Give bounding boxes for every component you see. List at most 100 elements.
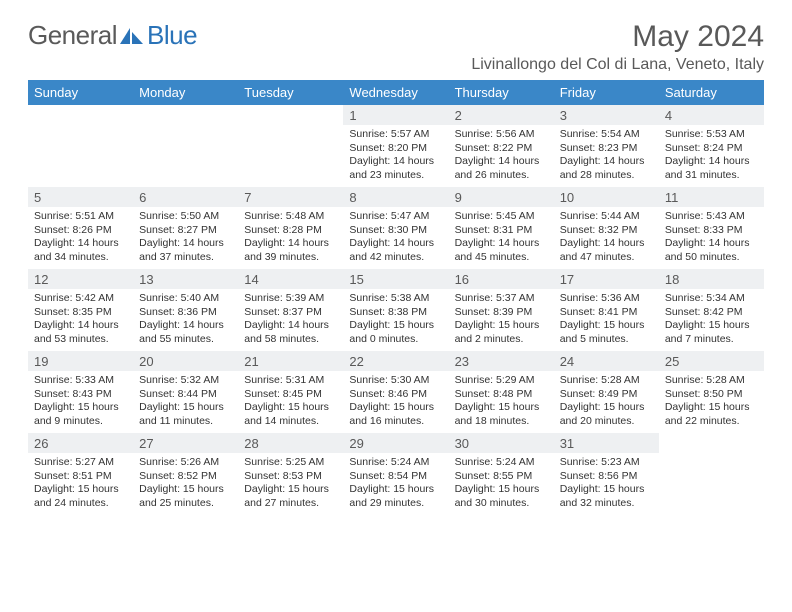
day-cell: 1 (343, 105, 448, 125)
day-detail (28, 125, 133, 187)
day-detail-cell: Sunrise: 5:50 AMSunset: 8:27 PMDaylight:… (133, 207, 238, 269)
day-detail: Sunrise: 5:45 AMSunset: 8:31 PMDaylight:… (449, 207, 554, 269)
logo-text-1: General (28, 20, 117, 51)
day-number (238, 105, 343, 125)
week-2-details: Sunrise: 5:42 AMSunset: 8:35 PMDaylight:… (28, 289, 764, 351)
day-number: 10 (554, 187, 659, 207)
day-detail: Sunrise: 5:31 AMSunset: 8:45 PMDaylight:… (238, 371, 343, 433)
day-number (133, 105, 238, 125)
day-detail-cell: Sunrise: 5:28 AMSunset: 8:49 PMDaylight:… (554, 371, 659, 433)
day-detail: Sunrise: 5:37 AMSunset: 8:39 PMDaylight:… (449, 289, 554, 351)
day-cell: 20 (133, 351, 238, 371)
day-number: 13 (133, 269, 238, 289)
day-detail-cell: Sunrise: 5:25 AMSunset: 8:53 PMDaylight:… (238, 453, 343, 515)
day-cell: 8 (343, 187, 448, 207)
day-detail: Sunrise: 5:44 AMSunset: 8:32 PMDaylight:… (554, 207, 659, 269)
day-number: 9 (449, 187, 554, 207)
day-cell: 22 (343, 351, 448, 371)
day-number: 23 (449, 351, 554, 371)
logo-text-2: Blue (147, 20, 197, 51)
day-detail: Sunrise: 5:32 AMSunset: 8:44 PMDaylight:… (133, 371, 238, 433)
day-detail: Sunrise: 5:36 AMSunset: 8:41 PMDaylight:… (554, 289, 659, 351)
dow-monday: Monday (133, 80, 238, 105)
day-detail: Sunrise: 5:53 AMSunset: 8:24 PMDaylight:… (659, 125, 764, 187)
day-detail-cell: Sunrise: 5:47 AMSunset: 8:30 PMDaylight:… (343, 207, 448, 269)
calendar-body: 1234Sunrise: 5:57 AMSunset: 8:20 PMDayli… (28, 105, 764, 515)
day-number: 8 (343, 187, 448, 207)
day-detail (133, 125, 238, 187)
day-detail: Sunrise: 5:51 AMSunset: 8:26 PMDaylight:… (28, 207, 133, 269)
day-cell (659, 433, 764, 453)
day-detail: Sunrise: 5:42 AMSunset: 8:35 PMDaylight:… (28, 289, 133, 351)
day-detail-cell: Sunrise: 5:26 AMSunset: 8:52 PMDaylight:… (133, 453, 238, 515)
day-detail-cell: Sunrise: 5:31 AMSunset: 8:45 PMDaylight:… (238, 371, 343, 433)
week-0-details: Sunrise: 5:57 AMSunset: 8:20 PMDaylight:… (28, 125, 764, 187)
dow-friday: Friday (554, 80, 659, 105)
calendar: SundayMondayTuesdayWednesdayThursdayFrid… (28, 80, 764, 515)
day-detail-cell: Sunrise: 5:51 AMSunset: 8:26 PMDaylight:… (28, 207, 133, 269)
logo: General Blue (28, 20, 197, 51)
day-number: 1 (343, 105, 448, 125)
week-1-details: Sunrise: 5:51 AMSunset: 8:26 PMDaylight:… (28, 207, 764, 269)
dow-tuesday: Tuesday (238, 80, 343, 105)
dow-wednesday: Wednesday (343, 80, 448, 105)
day-detail-cell: Sunrise: 5:29 AMSunset: 8:48 PMDaylight:… (449, 371, 554, 433)
day-cell: 11 (659, 187, 764, 207)
day-detail (238, 125, 343, 187)
day-detail-cell: Sunrise: 5:24 AMSunset: 8:54 PMDaylight:… (343, 453, 448, 515)
day-detail-cell: Sunrise: 5:38 AMSunset: 8:38 PMDaylight:… (343, 289, 448, 351)
day-detail: Sunrise: 5:28 AMSunset: 8:49 PMDaylight:… (554, 371, 659, 433)
day-cell: 12 (28, 269, 133, 289)
day-detail: Sunrise: 5:29 AMSunset: 8:48 PMDaylight:… (449, 371, 554, 433)
day-number: 11 (659, 187, 764, 207)
week-3-daynums: 19202122232425 (28, 351, 764, 371)
day-detail: Sunrise: 5:48 AMSunset: 8:28 PMDaylight:… (238, 207, 343, 269)
day-detail-cell: Sunrise: 5:56 AMSunset: 8:22 PMDaylight:… (449, 125, 554, 187)
day-number: 7 (238, 187, 343, 207)
day-number: 6 (133, 187, 238, 207)
day-cell (238, 105, 343, 125)
day-number: 26 (28, 433, 133, 453)
day-number: 29 (343, 433, 448, 453)
day-cell: 9 (449, 187, 554, 207)
day-detail: Sunrise: 5:30 AMSunset: 8:46 PMDaylight:… (343, 371, 448, 433)
day-detail-cell: Sunrise: 5:57 AMSunset: 8:20 PMDaylight:… (343, 125, 448, 187)
day-number: 25 (659, 351, 764, 371)
day-cell: 5 (28, 187, 133, 207)
day-cell: 19 (28, 351, 133, 371)
title-block: May 2024 Livinallongo del Col di Lana, V… (471, 20, 764, 74)
day-detail-cell: Sunrise: 5:32 AMSunset: 8:44 PMDaylight:… (133, 371, 238, 433)
day-detail: Sunrise: 5:56 AMSunset: 8:22 PMDaylight:… (449, 125, 554, 187)
week-4-details: Sunrise: 5:27 AMSunset: 8:51 PMDaylight:… (28, 453, 764, 515)
day-detail-cell: Sunrise: 5:43 AMSunset: 8:33 PMDaylight:… (659, 207, 764, 269)
dow-saturday: Saturday (659, 80, 764, 105)
day-cell: 31 (554, 433, 659, 453)
day-detail: Sunrise: 5:24 AMSunset: 8:54 PMDaylight:… (343, 453, 448, 515)
week-0-daynums: 1234 (28, 105, 764, 125)
day-detail (659, 453, 764, 515)
day-detail-cell: Sunrise: 5:33 AMSunset: 8:43 PMDaylight:… (28, 371, 133, 433)
day-detail-cell: Sunrise: 5:54 AMSunset: 8:23 PMDaylight:… (554, 125, 659, 187)
day-number: 17 (554, 269, 659, 289)
day-detail-cell (28, 125, 133, 187)
day-number: 16 (449, 269, 554, 289)
day-cell: 14 (238, 269, 343, 289)
day-cell: 10 (554, 187, 659, 207)
day-number: 27 (133, 433, 238, 453)
day-cell: 24 (554, 351, 659, 371)
day-cell (133, 105, 238, 125)
day-detail-cell: Sunrise: 5:37 AMSunset: 8:39 PMDaylight:… (449, 289, 554, 351)
day-detail-cell: Sunrise: 5:39 AMSunset: 8:37 PMDaylight:… (238, 289, 343, 351)
day-detail-cell (133, 125, 238, 187)
day-cell: 27 (133, 433, 238, 453)
day-detail-cell: Sunrise: 5:24 AMSunset: 8:55 PMDaylight:… (449, 453, 554, 515)
day-detail: Sunrise: 5:43 AMSunset: 8:33 PMDaylight:… (659, 207, 764, 269)
day-detail-cell: Sunrise: 5:42 AMSunset: 8:35 PMDaylight:… (28, 289, 133, 351)
day-cell: 7 (238, 187, 343, 207)
day-number: 18 (659, 269, 764, 289)
day-detail: Sunrise: 5:39 AMSunset: 8:37 PMDaylight:… (238, 289, 343, 351)
day-detail: Sunrise: 5:57 AMSunset: 8:20 PMDaylight:… (343, 125, 448, 187)
day-detail-cell: Sunrise: 5:40 AMSunset: 8:36 PMDaylight:… (133, 289, 238, 351)
day-detail: Sunrise: 5:33 AMSunset: 8:43 PMDaylight:… (28, 371, 133, 433)
day-number: 20 (133, 351, 238, 371)
